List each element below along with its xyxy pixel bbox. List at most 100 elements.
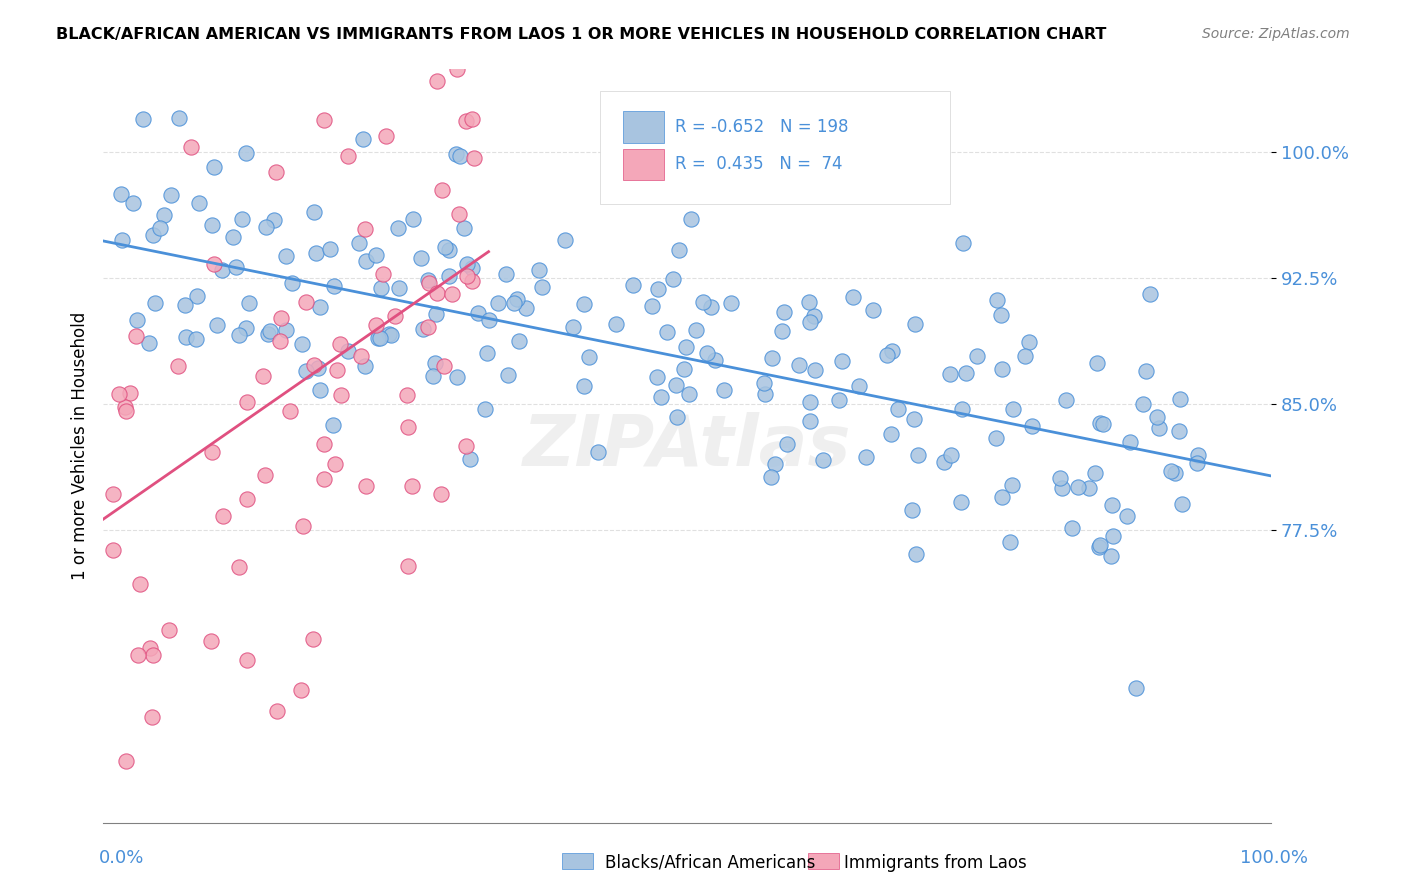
Point — [1054, 392, 1077, 407]
Point — [1135, 364, 1157, 378]
Point — [278, 404, 301, 418]
Point — [990, 308, 1012, 322]
Point — [274, 249, 297, 263]
Point — [696, 345, 718, 359]
Point — [605, 317, 627, 331]
Point — [1092, 417, 1115, 431]
Point — [257, 327, 280, 342]
Point — [950, 401, 973, 416]
Point — [1001, 402, 1024, 417]
Point — [986, 293, 1008, 308]
Point — [434, 240, 457, 254]
Point — [202, 257, 225, 271]
Y-axis label: 1 or more Vehicles in Household: 1 or more Vehicles in Household — [72, 312, 89, 580]
Point — [799, 413, 821, 427]
Point — [1187, 448, 1209, 462]
Point — [955, 366, 977, 380]
Point — [308, 301, 330, 315]
Point — [939, 448, 962, 462]
Point — [441, 287, 464, 301]
Point — [799, 394, 821, 409]
Point — [354, 479, 377, 493]
Point — [111, 233, 134, 247]
Point — [458, 451, 481, 466]
Point — [456, 257, 478, 271]
Point — [308, 383, 330, 397]
Point — [418, 276, 440, 290]
Point — [904, 317, 927, 331]
Point — [160, 187, 183, 202]
Point — [127, 648, 149, 663]
Point — [1052, 481, 1074, 495]
Point — [412, 321, 434, 335]
Point — [887, 402, 910, 417]
Point — [1067, 480, 1090, 494]
Point — [862, 303, 884, 318]
Point — [1085, 356, 1108, 370]
Point — [295, 295, 318, 310]
Point — [508, 334, 530, 348]
Point — [301, 632, 323, 647]
Point — [222, 230, 245, 244]
Point — [307, 361, 329, 376]
Point — [461, 24, 484, 38]
Point — [1164, 466, 1187, 480]
Point — [647, 283, 669, 297]
Point — [422, 368, 444, 383]
Point — [474, 402, 496, 417]
Text: BLACK/AFRICAN AMERICAN VS IMMIGRANTS FROM LAOS 1 OR MORE VEHICLES IN HOUSEHOLD C: BLACK/AFRICAN AMERICAN VS IMMIGRANTS FRO… — [56, 27, 1107, 42]
Point — [1088, 417, 1111, 431]
Point — [291, 337, 314, 351]
Point — [1116, 509, 1139, 524]
Point — [157, 623, 180, 637]
Point — [142, 228, 165, 243]
Point — [387, 221, 409, 235]
Point — [998, 535, 1021, 549]
Point — [855, 450, 877, 464]
Point — [664, 377, 686, 392]
Point — [673, 362, 696, 376]
Point — [478, 312, 501, 326]
Point — [416, 273, 439, 287]
Point — [1146, 410, 1168, 425]
Point — [506, 292, 529, 306]
Point — [704, 352, 727, 367]
Point — [668, 243, 690, 257]
Point — [554, 234, 576, 248]
Point — [409, 252, 432, 266]
Point — [662, 272, 685, 286]
Point — [184, 332, 207, 346]
Point — [432, 183, 454, 197]
Point — [991, 362, 1014, 376]
Point — [675, 340, 697, 354]
FancyBboxPatch shape — [623, 111, 664, 143]
Point — [350, 350, 373, 364]
Point — [292, 519, 315, 533]
Point — [188, 196, 211, 211]
Point — [1119, 434, 1142, 449]
Point — [1101, 498, 1123, 512]
Point — [984, 431, 1007, 445]
Point — [402, 212, 425, 227]
Point — [1077, 481, 1099, 495]
Point — [666, 409, 689, 424]
Point — [720, 296, 742, 310]
Text: 100.0%: 100.0% — [1240, 849, 1308, 867]
Point — [336, 343, 359, 358]
Point — [495, 267, 517, 281]
Point — [761, 470, 783, 484]
Point — [804, 363, 827, 377]
Point — [228, 327, 250, 342]
Point — [1125, 681, 1147, 695]
Point — [882, 344, 904, 359]
Point — [574, 379, 596, 393]
Point — [231, 211, 253, 226]
Point — [312, 472, 335, 486]
Point — [139, 641, 162, 656]
Point — [367, 330, 389, 344]
Point — [562, 320, 585, 334]
Text: R =  0.435   N =  74: R = 0.435 N = 74 — [675, 155, 844, 173]
Point — [364, 248, 387, 262]
Point — [433, 359, 456, 373]
Point — [621, 277, 644, 292]
